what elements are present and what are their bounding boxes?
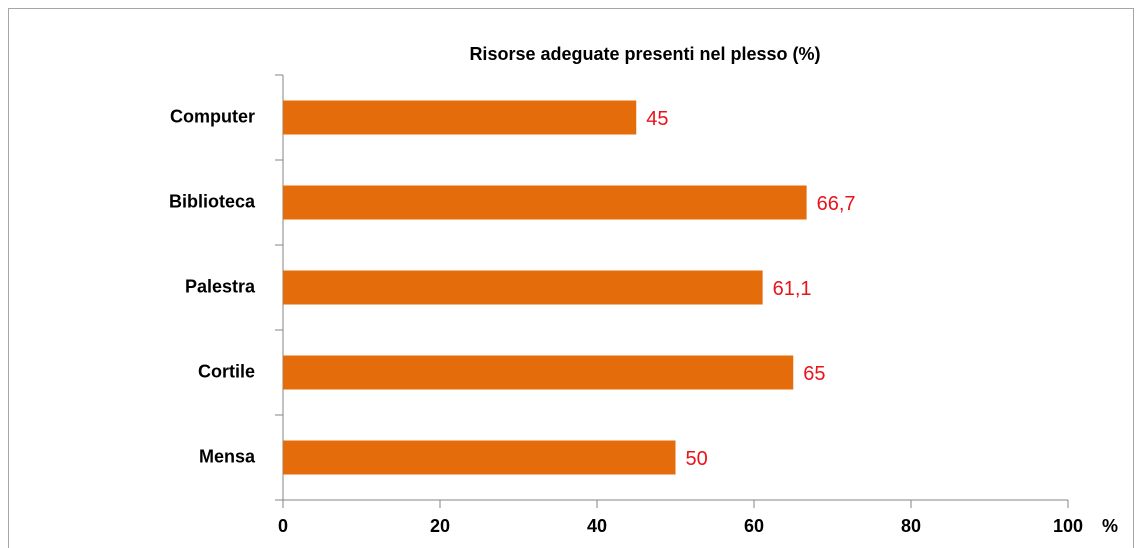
y-tick-label: Palestra xyxy=(185,276,256,296)
bar xyxy=(283,270,763,305)
x-tick-label: 100 xyxy=(1053,516,1083,536)
x-tick-label: 60 xyxy=(744,516,764,536)
x-tick-label: 40 xyxy=(587,516,607,536)
bar xyxy=(283,185,807,220)
bar xyxy=(283,100,637,135)
value-label: 50 xyxy=(686,448,708,470)
value-label: 66,7 xyxy=(817,193,856,215)
y-tick-label: Computer xyxy=(170,106,255,126)
value-label: 45 xyxy=(646,108,668,130)
bar xyxy=(283,355,794,390)
y-tick-label: Cortile xyxy=(198,361,255,381)
x-tick-label: 20 xyxy=(430,516,450,536)
value-label: 65 xyxy=(803,363,825,385)
y-tick-label: Mensa xyxy=(199,446,256,466)
x-tick-label: 80 xyxy=(901,516,921,536)
value-label: 61,1 xyxy=(773,278,812,300)
bar xyxy=(283,440,676,475)
chart-title: Risorse adeguate presenti nel plesso (%) xyxy=(469,44,820,64)
x-axis-label: % xyxy=(1102,516,1118,536)
y-tick-label: Biblioteca xyxy=(169,191,256,211)
x-tick-label: 0 xyxy=(278,516,288,536)
